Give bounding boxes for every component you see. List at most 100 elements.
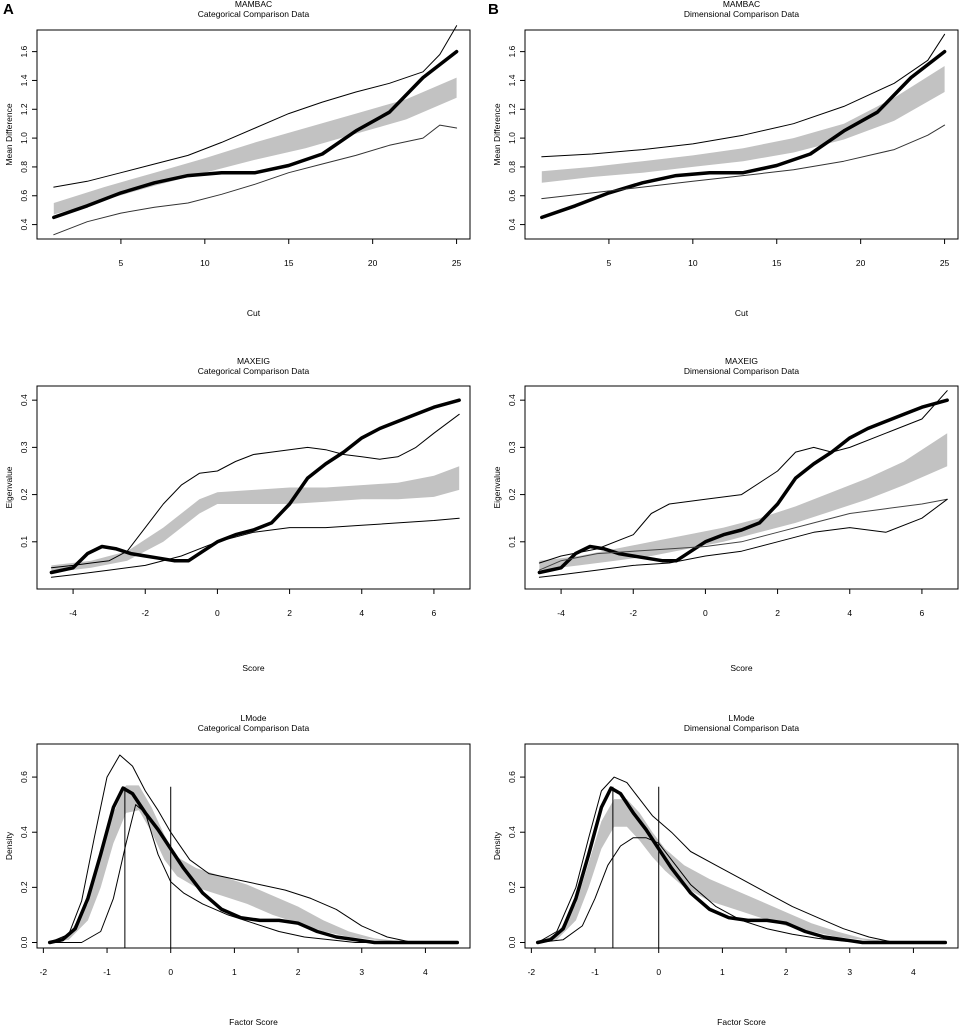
x-axis-label: Cut <box>735 308 749 318</box>
x-tick-label: 15 <box>284 258 294 268</box>
confidence-band <box>539 433 948 571</box>
y-tick-label: 0.0 <box>507 936 517 948</box>
x-axis-label: Factor Score <box>229 1017 278 1027</box>
x-tick-label: 4 <box>911 967 916 977</box>
chart-title: MAXEIG <box>237 356 270 366</box>
series-line-mid <box>538 498 948 571</box>
x-tick-label: -2 <box>141 608 149 618</box>
chart-title: MAMBAC <box>723 0 760 9</box>
x-axis-label: Score <box>730 663 752 673</box>
series-line-lower <box>53 124 458 236</box>
x-tick-label: 2 <box>775 608 780 618</box>
y-axis-label: Density <box>492 831 502 860</box>
series-line-lower <box>538 498 948 578</box>
series-line-upper <box>53 25 458 188</box>
x-tick-label: 0 <box>656 967 661 977</box>
confidence-band <box>51 466 460 573</box>
panel-label-a: A <box>3 1 14 18</box>
y-tick-label: 0.6 <box>507 771 517 783</box>
chart-subtitle: Dimensional Comparison Data <box>684 723 800 733</box>
chart-subtitle: Dimensional Comparison Data <box>684 9 800 19</box>
plot-frame <box>36 385 471 590</box>
x-tick-label: -4 <box>69 608 77 618</box>
y-tick-label: 0.6 <box>19 771 29 783</box>
y-tick-label: 1.2 <box>507 103 517 115</box>
y-tick-label: 0.6 <box>507 190 517 202</box>
x-tick-label: 25 <box>940 258 950 268</box>
x-axis-label: Factor Score <box>717 1017 766 1027</box>
series-line-lower <box>49 804 458 943</box>
x-tick-label: 15 <box>772 258 782 268</box>
y-tick-label: 0.4 <box>507 394 517 406</box>
series-line-lower <box>537 837 946 943</box>
x-tick-label: 6 <box>920 608 925 618</box>
y-tick-label: 0.4 <box>507 218 517 230</box>
y-tick-label: 1.0 <box>19 132 29 144</box>
y-tick-label: 1.4 <box>507 74 517 86</box>
x-tick-label: -1 <box>103 967 111 977</box>
chart-title: MAMBAC <box>235 0 272 9</box>
chart-subtitle: Categorical Comparison Data <box>198 366 310 376</box>
confidence-band <box>53 77 457 215</box>
y-tick-label: 1.4 <box>19 74 29 86</box>
series-line-observed <box>49 398 461 575</box>
x-tick-label: 0 <box>168 967 173 977</box>
x-axis-label: Score <box>242 663 264 673</box>
y-tick-label: 0.0 <box>19 936 29 948</box>
y-tick-label: 0.3 <box>19 441 29 453</box>
y-tick-label: 0.2 <box>507 881 517 893</box>
x-tick-label: -2 <box>629 608 637 618</box>
panel-label-b: B <box>488 1 499 18</box>
y-axis-label: Eigenvalue <box>4 466 14 508</box>
y-tick-label: 0.4 <box>19 826 29 838</box>
x-tick-label: 20 <box>856 258 866 268</box>
y-tick-label: 1.2 <box>19 103 29 115</box>
x-tick-label: 4 <box>847 608 852 618</box>
chart-subtitle: Categorical Comparison Data <box>198 723 310 733</box>
series-line-upper <box>537 776 946 943</box>
y-tick-label: 0.2 <box>507 488 517 500</box>
series-line-upper <box>538 390 948 564</box>
series-line-lower <box>541 124 946 200</box>
series-line-upper <box>49 754 458 943</box>
x-tick-label: 5 <box>607 258 612 268</box>
series-line-observed <box>537 398 949 575</box>
x-tick-label: 10 <box>200 258 210 268</box>
y-tick-label: 0.6 <box>19 190 29 202</box>
x-tick-label: -1 <box>591 967 599 977</box>
plot-frame <box>36 743 471 949</box>
y-tick-label: 1.0 <box>507 132 517 144</box>
chart-title: LMode <box>241 713 267 723</box>
series-line-observed <box>52 49 459 220</box>
series-line-observed <box>47 786 460 945</box>
y-tick-label: 1.6 <box>507 45 517 57</box>
plot-frame <box>524 29 959 240</box>
confidence-band <box>49 785 458 943</box>
y-tick-label: 1.6 <box>19 45 29 57</box>
x-tick-label: -2 <box>40 967 48 977</box>
series-line-upper <box>50 413 460 569</box>
chart-subtitle: Categorical Comparison Data <box>198 9 310 19</box>
y-tick-label: 0.2 <box>19 881 29 893</box>
y-tick-label: 0.8 <box>19 161 29 173</box>
plot-frame <box>36 29 471 240</box>
plot-frame <box>524 385 959 590</box>
y-tick-label: 0.2 <box>19 488 29 500</box>
plot-frame <box>524 743 959 949</box>
chart-title: MAXEIG <box>725 356 758 366</box>
y-tick-label: 0.8 <box>507 161 517 173</box>
x-tick-label: -2 <box>528 967 536 977</box>
series-line-upper <box>541 33 946 158</box>
x-tick-label: 10 <box>688 258 698 268</box>
confidence-band <box>541 66 945 183</box>
chart-title: LMode <box>729 713 755 723</box>
x-tick-label: 3 <box>847 967 852 977</box>
x-tick-label: 0 <box>215 608 220 618</box>
x-tick-label: 2 <box>296 967 301 977</box>
x-tick-label: 2 <box>784 967 789 977</box>
